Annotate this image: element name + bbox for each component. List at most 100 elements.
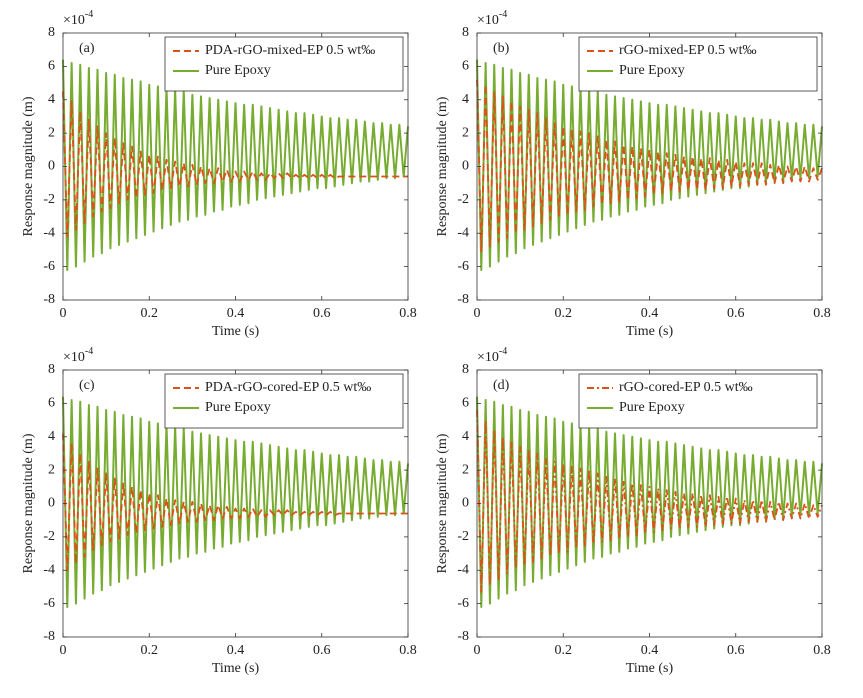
y-tick-label: 6 — [462, 59, 469, 74]
data-line — [476, 79, 823, 253]
x-tick-label: 0 — [474, 643, 481, 658]
y-tick-label: 2 — [48, 125, 55, 140]
legend-label: Pure Epoxy — [205, 400, 271, 415]
y-tick-label: 8 — [462, 362, 469, 377]
axis-multiplier: ×10-4 — [63, 9, 93, 28]
y-tick-label: -4 — [43, 225, 55, 240]
panel-label: (d) — [493, 378, 510, 393]
legend-box — [578, 36, 818, 92]
y-tick-label: -6 — [457, 259, 469, 274]
data-line — [62, 433, 408, 572]
y-tick-label: 2 — [462, 125, 469, 140]
legend-label: Pure Epoxy — [205, 63, 271, 78]
data-line — [62, 91, 408, 238]
x-tick-label: 0.6 — [727, 643, 745, 658]
axis-multiplier: ×10-4 — [477, 9, 507, 28]
y-tick-label: -6 — [43, 596, 55, 611]
y-axis-label: Response magnitude (m) — [21, 433, 36, 573]
y-tick-label: 6 — [462, 396, 469, 411]
multiplier-exponent: -4 — [499, 346, 507, 357]
y-tick-label: -2 — [43, 529, 55, 544]
x-tick-label: 0.4 — [227, 306, 245, 321]
x-tick-label: 0.8 — [399, 306, 417, 321]
y-tick-label: -6 — [43, 259, 55, 274]
multiplier-exponent: -4 — [499, 9, 507, 20]
legend-label: Pure Epoxy — [619, 400, 685, 415]
x-tick-label: 0 — [60, 643, 67, 658]
x-axis-label: Time (s) — [626, 324, 674, 339]
y-tick-label: 0 — [48, 159, 55, 174]
axis-multiplier: ×10-4 — [477, 346, 507, 365]
x-tick-label: 0.2 — [141, 643, 159, 658]
series-layer — [476, 59, 823, 271]
x-tick-label: 0.8 — [813, 306, 831, 321]
panel-label: (a) — [79, 41, 95, 56]
x-tick-label: 0.2 — [555, 306, 573, 321]
x-tick-label: 0.6 — [313, 643, 331, 658]
series-layer — [476, 396, 823, 608]
data-line — [476, 410, 823, 593]
x-tick-label: 0.4 — [641, 306, 659, 321]
y-tick-label: 8 — [48, 362, 55, 377]
legend-box — [578, 373, 818, 429]
series-layer — [62, 396, 409, 608]
y-tick-label: -2 — [43, 192, 55, 207]
legend-label: rGO-mixed-EP 0.5 wt‰ — [619, 43, 757, 58]
y-tick-label: -2 — [457, 529, 469, 544]
x-tick-label: 0.2 — [141, 306, 159, 321]
y-tick-label: 4 — [462, 92, 469, 107]
y-tick-label: -8 — [43, 292, 55, 307]
x-tick-label: 0 — [474, 306, 481, 321]
x-axis-label: Time (s) — [212, 324, 260, 339]
panel: -8 -6 -4 -2 0 2 4 6 8 0 0.2 0.4 0.6 0.8 Time (s) Respon… — [435, 9, 831, 339]
x-tick-label: 0.4 — [227, 643, 245, 658]
legend-label: PDA-rGO-cored-EP 0.5 wt‰ — [205, 380, 371, 395]
y-tick-label: -8 — [43, 629, 55, 644]
panel-label: (b) — [493, 41, 510, 56]
x-tick-label: 0.8 — [813, 643, 831, 658]
x-axis-label: Time (s) — [212, 661, 260, 676]
x-axis-label: Time (s) — [626, 661, 674, 676]
y-tick-label: -8 — [457, 292, 469, 307]
multiplier-base: ×10 — [477, 13, 499, 28]
series-layer — [62, 59, 409, 271]
y-tick-label: -4 — [457, 225, 469, 240]
y-tick-label: -4 — [457, 562, 469, 577]
multiplier-base: ×10 — [63, 350, 85, 365]
legend-box — [164, 373, 404, 429]
data-line — [62, 59, 409, 271]
panel: -8 -6 -4 -2 0 2 4 6 8 0 0.2 0.4 0.6 0.8 Time (s) Respon… — [21, 9, 417, 339]
y-tick-label: 8 — [48, 25, 55, 40]
y-tick-label: 6 — [48, 396, 55, 411]
panel: -8 -6 -4 -2 0 2 4 6 8 0 0.2 0.4 0.6 0.8 Time (s) Respon… — [435, 346, 831, 676]
x-tick-label: 0.6 — [313, 306, 331, 321]
y-tick-label: -8 — [457, 629, 469, 644]
multiplier-exponent: -4 — [85, 9, 93, 20]
multiplier-base: ×10 — [63, 13, 85, 28]
x-tick-label: 0.2 — [555, 643, 573, 658]
y-tick-label: 4 — [48, 92, 55, 107]
panel-label: (c) — [79, 378, 95, 393]
legend-label: Pure Epoxy — [619, 63, 685, 78]
y-tick-label: 0 — [48, 496, 55, 511]
y-tick-label: 6 — [48, 59, 55, 74]
y-axis-label: Response magnitude (m) — [21, 96, 36, 236]
legend-box — [164, 36, 404, 92]
x-tick-label: 0 — [60, 306, 67, 321]
legend-label: rGO-cored-EP 0.5 wt‰ — [619, 380, 753, 395]
x-tick-label: 0.8 — [399, 643, 417, 658]
y-tick-label: -6 — [457, 596, 469, 611]
y-tick-label: -2 — [457, 192, 469, 207]
panel: -8 -6 -4 -2 0 2 4 6 8 0 0.2 0.4 0.6 0.8 Time (s) Respon… — [21, 346, 417, 676]
axis-multiplier: ×10-4 — [63, 346, 93, 365]
data-line — [476, 396, 823, 608]
y-tick-label: -4 — [43, 562, 55, 577]
y-tick-label: 8 — [462, 25, 469, 40]
multiplier-exponent: -4 — [85, 346, 93, 357]
y-tick-label: 4 — [462, 429, 469, 444]
y-tick-label: 2 — [462, 462, 469, 477]
multiplier-base: ×10 — [477, 350, 499, 365]
y-tick-label: 0 — [462, 496, 469, 511]
